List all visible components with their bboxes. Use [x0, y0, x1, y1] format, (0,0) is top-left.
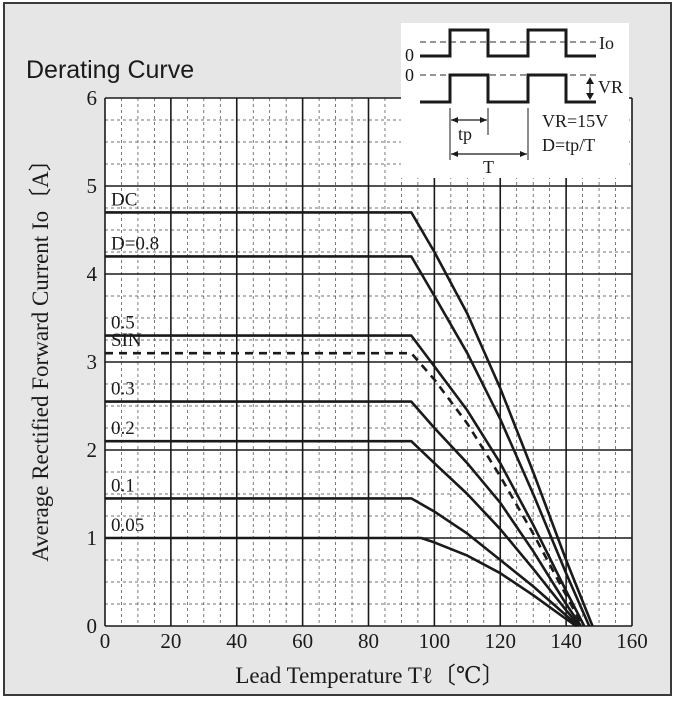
y-tick-label: 2 [87, 438, 98, 462]
x-tick-label: 20 [160, 629, 181, 653]
series-line-0-1 [105, 497, 579, 627]
series-line-0-2 [105, 439, 581, 627]
y-axis-label: Average Rectified Forward Current Io〔A〕 [28, 148, 53, 561]
x-tick-label: 140 [550, 629, 582, 653]
series-line-0-05 [105, 536, 577, 628]
inset-tp-label: tp [458, 124, 472, 144]
x-tick-label: 80 [358, 629, 379, 653]
x-tick-label: 40 [226, 629, 247, 653]
y-tick-label: 5 [87, 174, 98, 198]
series-line-0-3 [105, 400, 582, 627]
x-tick-label: 60 [292, 629, 313, 653]
inset-t-label: T [483, 157, 494, 177]
series-line-d-0-8 [105, 255, 591, 627]
series-label: 0.05 [111, 515, 144, 536]
inset-zero-top: 0 [405, 45, 414, 65]
series-label: SIN [111, 330, 142, 351]
y-tick-label: 0 [87, 614, 98, 638]
series-line-dc [105, 211, 594, 627]
io-waveform [420, 28, 596, 58]
y-tick-label: 6 [87, 86, 98, 110]
vr-waveform [420, 73, 596, 104]
x-tick-label: 100 [419, 629, 451, 653]
x-axis-label: Lead Temperature Tℓ〔℃〕 [235, 663, 504, 688]
series-line-sin [105, 351, 584, 627]
chart-title: Derating Curve [26, 56, 194, 84]
vr-arrow-heads [586, 77, 594, 100]
series-label: 0.2 [111, 418, 135, 439]
waveform-inset: Io VR VR=15V D=tp/T tp T 0 0 [401, 23, 629, 178]
inset-zero-bottom: 0 [405, 65, 414, 85]
series-label: 0.3 [111, 379, 135, 400]
series-label: 0.5 [111, 313, 135, 334]
series-label: DC [111, 189, 137, 210]
y-tick-label: 1 [87, 526, 98, 550]
y-tick-label: 3 [87, 350, 98, 374]
series-line-0-5 [105, 334, 586, 627]
inset-io-label: Io [599, 33, 614, 53]
x-tick-label: 120 [485, 629, 517, 653]
x-tick-label: 0 [100, 629, 111, 653]
x-axis-ticks: 0 20 40 60 80 100 120 140 160 [100, 629, 648, 653]
series-label: 0.1 [111, 475, 135, 496]
inset-vr-label: VR [598, 77, 623, 97]
inset-duty-formula: D=tp/T [542, 135, 595, 155]
x-tick-label: 160 [616, 629, 648, 653]
inset-vr-value: VR=15V [542, 111, 608, 131]
curves [105, 211, 594, 628]
y-axis-ticks: 0 1 2 3 4 5 6 [87, 86, 98, 638]
y-tick-label: 4 [87, 262, 98, 286]
series-label: D=0.8 [111, 233, 159, 254]
